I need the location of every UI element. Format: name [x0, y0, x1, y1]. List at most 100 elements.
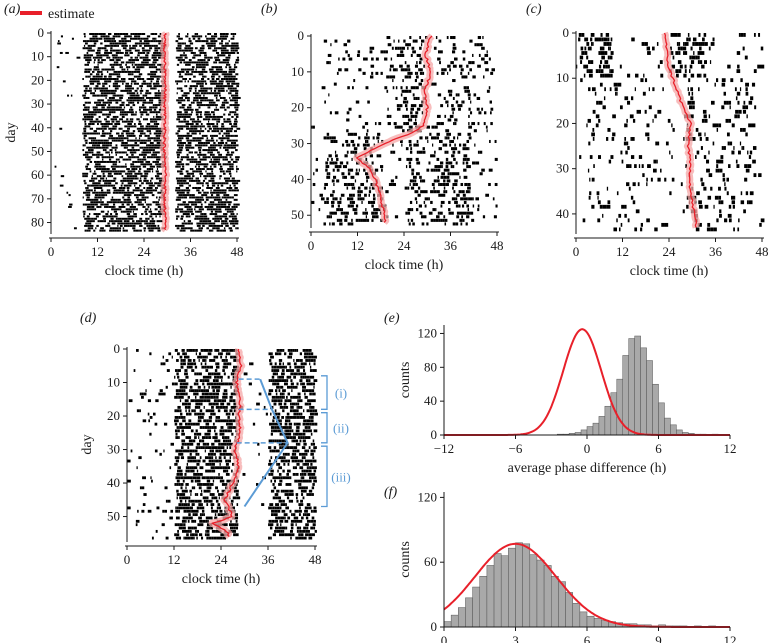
- activity-bout: [367, 100, 370, 104]
- activity-bout: [109, 59, 113, 62]
- activity-bout: [110, 220, 114, 223]
- activity-bout: [92, 56, 95, 59]
- activity-bout: [89, 132, 93, 135]
- activity-bout: [745, 168, 750, 173]
- activity-bout: [133, 369, 136, 372]
- activity-bout: [188, 215, 191, 218]
- activity-bout: [139, 177, 142, 180]
- activity-bout: [87, 156, 90, 159]
- activity-bout: [102, 54, 106, 57]
- activity-bout: [303, 419, 307, 423]
- activity-bout: [111, 175, 114, 178]
- activity-bout: [153, 139, 156, 142]
- activity-bout: [424, 197, 429, 201]
- activity-bout: [457, 136, 459, 140]
- activity-bout: [207, 149, 211, 152]
- activity-bout: [308, 389, 312, 393]
- activity-bout: [156, 49, 159, 52]
- activity-bout: [206, 175, 209, 178]
- activity-bout: [299, 352, 302, 356]
- activity-bout: [673, 33, 678, 37]
- activity-bout: [181, 191, 185, 194]
- activity-bout: [197, 153, 200, 156]
- activity-bout: [308, 426, 311, 429]
- activity-bout: [698, 42, 701, 46]
- activity-bout: [196, 189, 200, 192]
- activity-bout: [130, 132, 135, 135]
- activity-bout: [96, 120, 98, 123]
- activity-bout: [390, 57, 393, 61]
- activity-bout: [93, 213, 98, 216]
- activity-bout: [180, 163, 185, 166]
- activity-bout: [96, 94, 100, 97]
- activity-bout: [219, 352, 223, 356]
- activity-bout: [328, 172, 331, 176]
- activity-bout: [185, 123, 190, 126]
- activity-bout: [600, 69, 604, 74]
- activity-bout: [329, 222, 331, 226]
- activity-bout: [305, 422, 310, 426]
- activity-bout: [120, 184, 123, 187]
- activity-bout: [98, 56, 103, 59]
- activity-bout: [283, 395, 285, 399]
- activity-bout: [139, 189, 143, 192]
- activity-bout: [224, 217, 229, 220]
- activity-bout: [94, 59, 96, 62]
- activity-bout: [306, 375, 310, 379]
- panel-label-e: (e): [384, 311, 400, 326]
- activity-bout: [117, 44, 120, 47]
- activity-bout: [452, 43, 456, 47]
- activity-bout: [150, 229, 154, 232]
- activity-bout: [134, 160, 138, 163]
- activity-bout: [224, 51, 227, 54]
- activity-bout: [333, 136, 336, 140]
- activity-bout: [229, 210, 232, 213]
- activity-bout: [215, 49, 218, 52]
- activity-bout: [108, 73, 113, 76]
- activity-bout: [309, 375, 313, 379]
- activity-bout: [188, 426, 191, 429]
- activity-bout: [195, 179, 198, 182]
- activity-bout: [94, 111, 98, 114]
- activity-bout: [200, 402, 203, 406]
- activity-bout: [188, 37, 191, 40]
- activity-bout: [213, 163, 216, 166]
- activity-bout: [591, 177, 595, 182]
- activity-bout: [134, 33, 138, 36]
- activity-bout: [468, 197, 473, 201]
- activity-bout: [734, 114, 738, 119]
- activity-bout: [101, 168, 104, 171]
- activity-bout: [438, 147, 442, 151]
- activity-bout: [128, 132, 131, 135]
- activity-bout: [344, 215, 348, 219]
- activity-bout: [657, 64, 660, 69]
- y-tick-label: 10: [556, 70, 569, 85]
- activity-bout: [610, 69, 614, 74]
- activity-bout: [93, 146, 96, 149]
- activity-bout: [197, 419, 202, 423]
- activity-bout: [453, 157, 456, 161]
- activity-bout: [648, 87, 650, 92]
- activity-bout: [127, 191, 131, 194]
- activity-bout: [97, 78, 100, 81]
- activity-bout: [118, 42, 122, 45]
- activity-bout: [419, 136, 423, 140]
- activity-bout: [433, 154, 436, 158]
- activity-bout: [217, 87, 221, 90]
- activity-bout: [457, 93, 460, 97]
- activity-bout: [88, 47, 92, 50]
- activity-bout: [156, 127, 160, 130]
- activity-bout: [231, 432, 234, 436]
- activity-bout: [225, 194, 228, 197]
- activity-bout: [94, 89, 97, 92]
- activity-bout: [234, 101, 238, 104]
- activity-bout: [748, 123, 752, 128]
- activity-bout: [214, 108, 216, 111]
- estimate-line: [663, 32, 697, 228]
- activity-bout: [188, 179, 191, 182]
- activity-bout: [433, 186, 435, 190]
- activity-bout: [227, 132, 230, 135]
- activity-bout: [181, 37, 183, 40]
- activity-bout: [128, 49, 132, 52]
- activity-bout: [198, 89, 202, 92]
